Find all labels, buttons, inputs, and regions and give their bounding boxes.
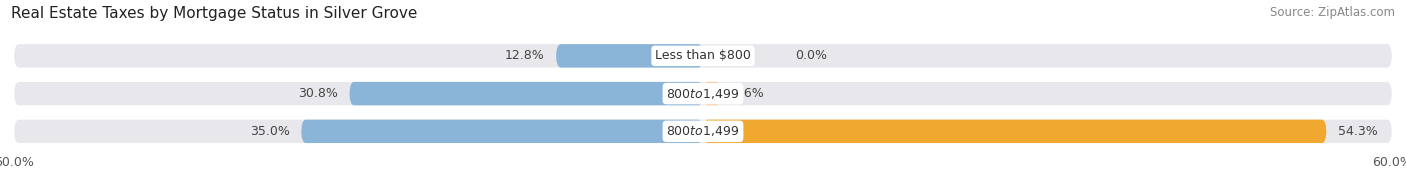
FancyBboxPatch shape bbox=[349, 82, 703, 105]
Text: 35.0%: 35.0% bbox=[250, 125, 290, 138]
FancyBboxPatch shape bbox=[301, 120, 703, 143]
Text: 54.3%: 54.3% bbox=[1339, 125, 1378, 138]
FancyBboxPatch shape bbox=[14, 44, 1392, 67]
Text: $800 to $1,499: $800 to $1,499 bbox=[666, 87, 740, 101]
FancyBboxPatch shape bbox=[14, 82, 1392, 105]
Text: $800 to $1,499: $800 to $1,499 bbox=[666, 124, 740, 138]
FancyBboxPatch shape bbox=[703, 82, 721, 105]
Text: Real Estate Taxes by Mortgage Status in Silver Grove: Real Estate Taxes by Mortgage Status in … bbox=[11, 6, 418, 21]
Text: 30.8%: 30.8% bbox=[298, 87, 337, 100]
FancyBboxPatch shape bbox=[14, 120, 1392, 143]
Text: 1.6%: 1.6% bbox=[733, 87, 765, 100]
Text: 12.8%: 12.8% bbox=[505, 49, 544, 62]
Text: 0.0%: 0.0% bbox=[794, 49, 827, 62]
FancyBboxPatch shape bbox=[555, 44, 703, 67]
FancyBboxPatch shape bbox=[703, 120, 1326, 143]
Text: Less than $800: Less than $800 bbox=[655, 49, 751, 62]
Text: Source: ZipAtlas.com: Source: ZipAtlas.com bbox=[1270, 6, 1395, 19]
